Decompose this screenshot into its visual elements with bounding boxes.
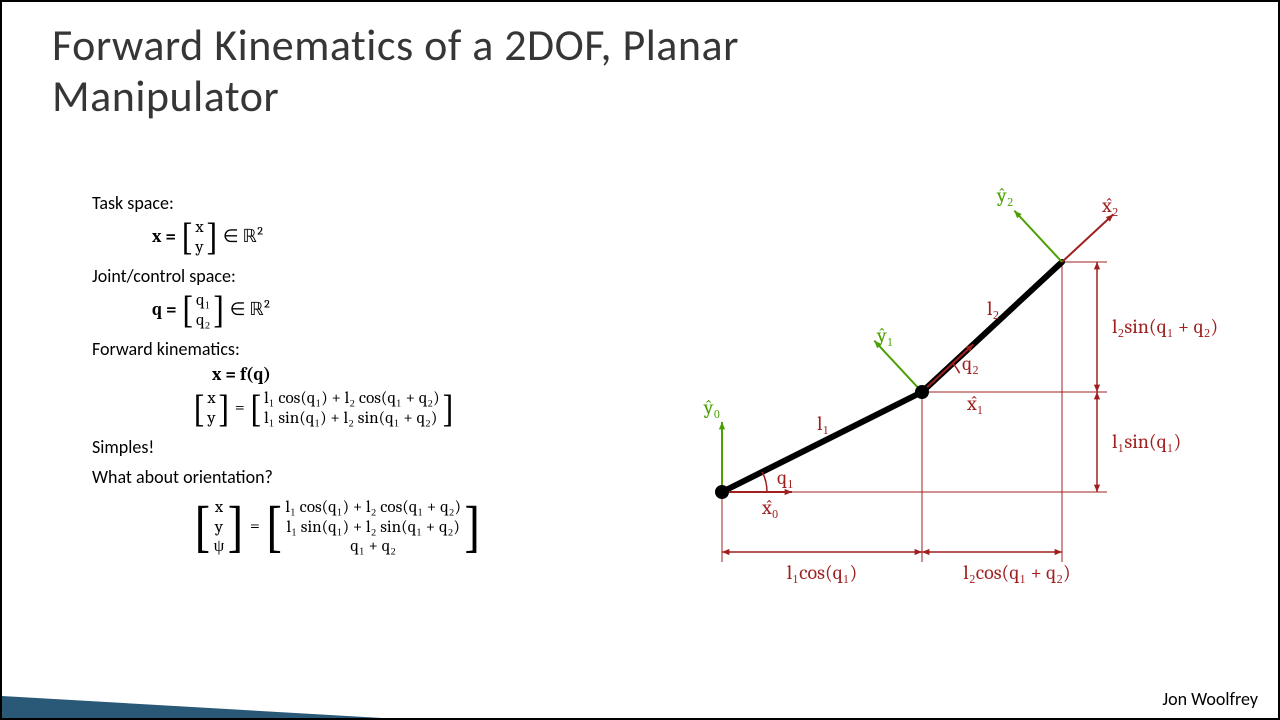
fk-eq-short: x = f(q) [212, 364, 572, 385]
joint-space-eq: q = [q₁q₂] ∈ ℝ² [152, 291, 572, 330]
title-line1: Forward Kinematics of a 2DOF, Planar [52, 20, 739, 71]
orientation-matrix: [xyψ] = [l₁ cos(q₁) + l₂ cos(q₁ + q₂)l₁ … [192, 498, 572, 557]
footer-wedge [2, 696, 382, 718]
svg-text:ŷ₁: ŷ₁ [876, 324, 894, 347]
svg-text:l₂: l₂ [987, 297, 999, 320]
svg-text:x̂₂: x̂₂ [1101, 194, 1119, 217]
svg-text:l₁: l₁ [817, 412, 829, 435]
svg-text:l₂sin(q₁ + q₂): l₂sin(q₁ + q₂) [1112, 315, 1218, 338]
svg-text:ŷ₀: ŷ₀ [703, 396, 721, 419]
task-space-label: Task space: [92, 192, 572, 214]
orientation-question: What about orientation? [92, 466, 572, 488]
fk-label: Forward kinematics: [92, 338, 572, 360]
svg-text:ŷ₂: ŷ₂ [996, 184, 1014, 207]
joint-space-label: Joint/control space: [92, 265, 572, 287]
simples-label: Simples! [92, 436, 572, 458]
task-space-eq: x = [xy] ∈ ℝ² [152, 218, 572, 257]
fk-eq-matrix: [xy] = [l₁ cos(q₁) + l₂ cos(q₁ + q₂)l₁ s… [192, 389, 572, 428]
svg-text:q₂: q₂ [962, 352, 979, 375]
svg-text:q₁: q₁ [777, 466, 794, 489]
svg-text:l₁sin(q₁): l₁sin(q₁) [1112, 430, 1181, 453]
svg-text:l₂cos(q₁ + q₂): l₂cos(q₁ + q₂) [963, 561, 1070, 584]
svg-text:l₁cos(q₁): l₁cos(q₁) [787, 561, 858, 584]
title-line2: Manipulator [52, 71, 739, 122]
author-name: Jon Woolfrey [1162, 688, 1258, 710]
content-panel: Task space: x = [xy] ∈ ℝ² Joint/control … [92, 192, 572, 561]
kinematics-diagram: l₁cos(q₁) l₂cos(q₁ + q₂) l₁sin(q₁) l₂sin(q₁… [642, 152, 1222, 602]
svg-text:x̂₀: x̂₀ [761, 496, 779, 519]
svg-text:x̂₁: x̂₁ [966, 392, 984, 415]
